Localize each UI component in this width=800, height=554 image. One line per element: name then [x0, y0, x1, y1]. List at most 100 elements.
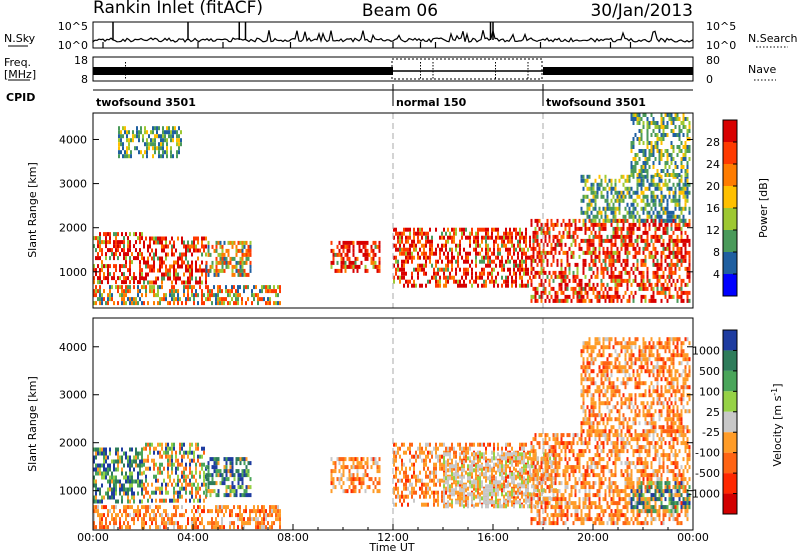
- echo-cell: [95, 447, 97, 452]
- echo-cell: [155, 517, 157, 522]
- echo-cell: [600, 182, 603, 187]
- echo-cell: [572, 238, 575, 243]
- echo-cell: [393, 502, 395, 507]
- echo-cell: [453, 466, 455, 471]
- echo-cell: [201, 289, 203, 294]
- echo-cell: [487, 231, 489, 236]
- echo-cell: [346, 465, 349, 470]
- echo-cell: [684, 202, 687, 207]
- echo-cell: [122, 146, 124, 151]
- echo-cell: [125, 471, 127, 476]
- echo-cell: [372, 256, 375, 261]
- echo-cell: [113, 240, 115, 245]
- echo-cell: [642, 222, 645, 227]
- echo-cell: [193, 240, 195, 245]
- echo-cell: [640, 218, 643, 223]
- echo-cell: [521, 279, 523, 284]
- echo-cell: [672, 194, 675, 199]
- echo-cell: [125, 289, 127, 294]
- echo-cell: [229, 256, 232, 261]
- echo-cell: [119, 459, 121, 464]
- echo-cell: [680, 157, 683, 161]
- echo-cell: [183, 442, 185, 447]
- echo-cell: [487, 462, 489, 467]
- echo-cell: [158, 150, 160, 155]
- echo-cell: [165, 240, 167, 245]
- echo-cell: [670, 266, 673, 271]
- echo-cell: [189, 276, 191, 281]
- echo-cell: [149, 252, 151, 257]
- echo-cell: [107, 272, 109, 277]
- echo-cell: [678, 178, 681, 183]
- echo-cell: [437, 283, 439, 288]
- echo-cell: [149, 517, 151, 522]
- echo-cell: [265, 525, 267, 530]
- echo-cell: [451, 476, 453, 481]
- echo-cell: [161, 264, 163, 269]
- echo-cell: [125, 513, 127, 518]
- echo-cell: [443, 464, 445, 469]
- echo-cell: [588, 262, 591, 267]
- echo-cell: [213, 521, 215, 526]
- echo-cell: [463, 247, 465, 252]
- echo-cell: [507, 251, 509, 256]
- echo-cell: [425, 259, 427, 264]
- echo-cell: [678, 274, 681, 279]
- echo-cell: [251, 301, 253, 306]
- echo-cell: [646, 202, 649, 207]
- echo-cell: [115, 447, 117, 452]
- echo-cell: [395, 442, 397, 447]
- echo-cell: [253, 297, 255, 302]
- echo-cell: [177, 490, 179, 495]
- echo-cell: [161, 446, 163, 451]
- echo-cell: [441, 454, 443, 459]
- echo-cell: [275, 513, 277, 518]
- echo-cell: [622, 218, 625, 223]
- echo-cell: [612, 226, 615, 231]
- echo-cell: [201, 301, 203, 306]
- echo-cell: [117, 285, 119, 290]
- echo-cell: [151, 248, 153, 253]
- echo-cell: [161, 280, 163, 285]
- echo-cell: [439, 458, 441, 463]
- echo-cell: [626, 186, 629, 191]
- echo-cell: [118, 126, 120, 131]
- echo-cell: [142, 138, 144, 143]
- echo-cell: [455, 450, 457, 455]
- echo-cell: [152, 154, 154, 159]
- echo-cell: [378, 481, 381, 486]
- echo-cell: [93, 495, 95, 500]
- echo-cell: [465, 442, 467, 447]
- echo-cell: [538, 226, 541, 231]
- echo-cell: [688, 290, 691, 295]
- echo-cell: [654, 194, 657, 199]
- echo-cell: [642, 174, 645, 179]
- echo-cell: [221, 477, 224, 482]
- echo-cell: [251, 509, 253, 514]
- echo-cell: [626, 270, 629, 275]
- echo-cell: [532, 254, 535, 259]
- echo-cell: [157, 509, 159, 514]
- echo-cell: [417, 235, 419, 240]
- echo-cell: [249, 513, 251, 518]
- echo-cell: [658, 182, 661, 187]
- echo-cell: [676, 202, 679, 207]
- echo-cell: [455, 490, 457, 495]
- echo-cell: [139, 264, 141, 269]
- echo-cell: [596, 234, 599, 239]
- echo-cell: [141, 252, 143, 257]
- echo-cell: [572, 250, 575, 255]
- echo-cell: [223, 513, 225, 518]
- echo-cell: [546, 226, 549, 231]
- echo-cell: [177, 293, 179, 298]
- cpid-segment-label: twofsound 3501: [546, 96, 646, 109]
- echo-cell: [413, 454, 415, 459]
- echo-cell: [487, 275, 489, 280]
- echo-cell: [552, 234, 555, 239]
- echo-cell: [682, 145, 685, 149]
- echo-cell: [401, 251, 403, 256]
- echo-cell: [509, 235, 511, 240]
- echo-cell: [652, 190, 655, 195]
- echo-cell: [137, 289, 139, 294]
- echo-cell: [131, 459, 133, 464]
